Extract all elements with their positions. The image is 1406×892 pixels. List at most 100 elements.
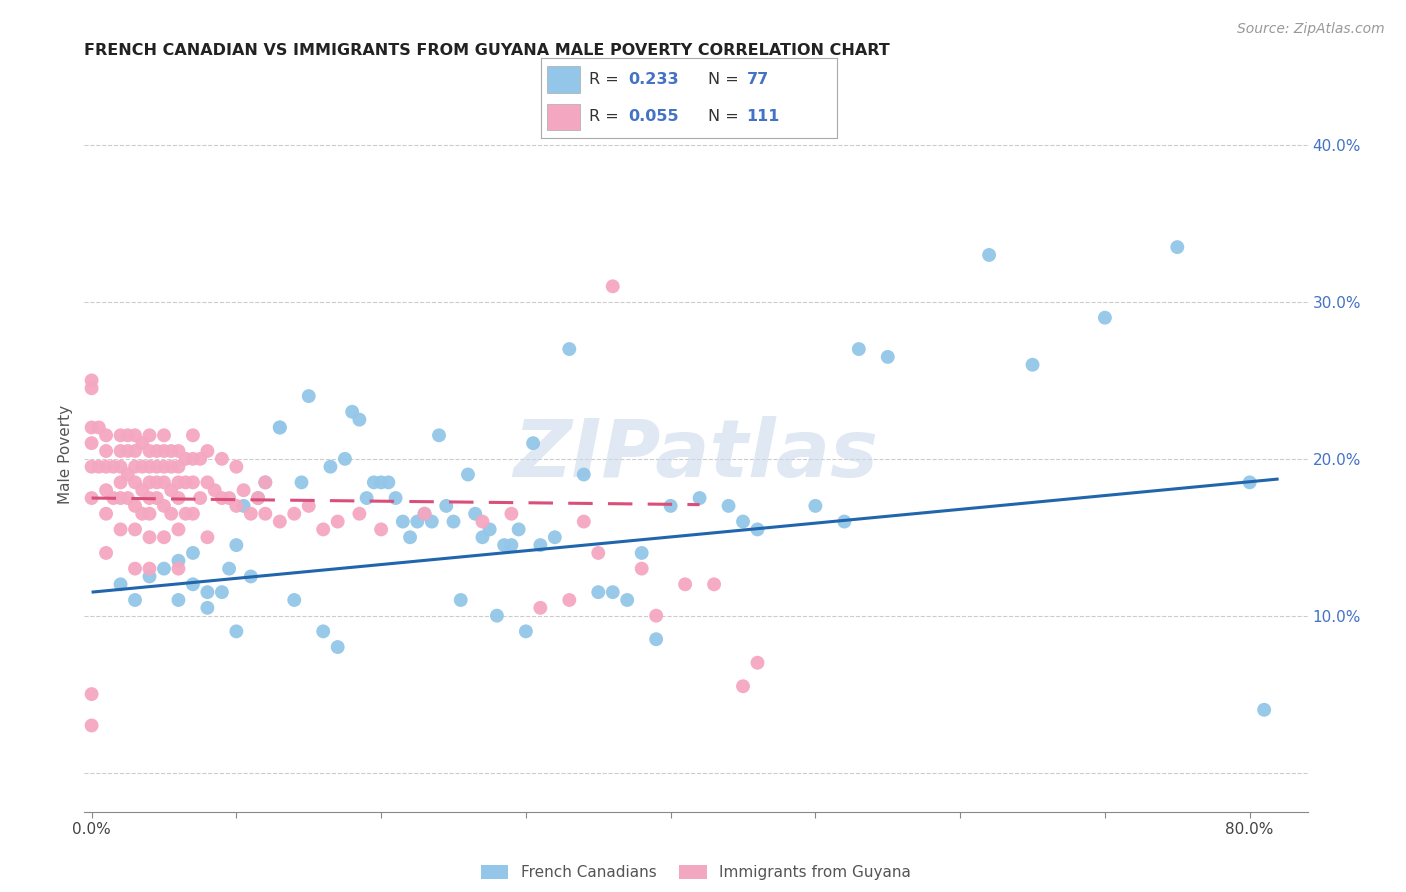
Point — [197, 530, 219, 544]
Point — [138, 561, 160, 575]
Point — [94, 459, 117, 474]
Text: FRENCH CANADIAN VS IMMIGRANTS FROM GUYANA MALE POVERTY CORRELATION CHART: FRENCH CANADIAN VS IMMIGRANTS FROM GUYAN… — [84, 43, 890, 58]
Point — [117, 428, 139, 442]
Point — [413, 507, 436, 521]
Point — [117, 444, 139, 458]
Point — [110, 475, 132, 490]
Point — [283, 507, 305, 521]
Point — [1166, 240, 1188, 254]
Point — [876, 350, 898, 364]
Point — [218, 491, 240, 505]
Point — [420, 515, 443, 529]
Text: R =: R = — [589, 110, 623, 125]
Point — [167, 444, 190, 458]
Point — [174, 451, 197, 466]
Point — [103, 459, 125, 474]
Text: N =: N = — [709, 110, 744, 125]
Point — [848, 342, 870, 356]
Point — [167, 491, 190, 505]
Point — [124, 459, 146, 474]
Point — [94, 507, 117, 521]
Point — [181, 475, 204, 490]
Point — [340, 405, 363, 419]
Point — [138, 475, 160, 490]
Point — [572, 467, 595, 482]
Point — [427, 428, 450, 442]
Point — [485, 608, 508, 623]
Point — [298, 499, 321, 513]
Text: R =: R = — [589, 71, 623, 87]
Text: ZIPatlas: ZIPatlas — [513, 416, 879, 494]
Point — [450, 593, 472, 607]
Point — [138, 491, 160, 505]
Point — [94, 444, 117, 458]
Point — [529, 600, 551, 615]
Point — [254, 475, 277, 490]
Point — [804, 499, 827, 513]
Point — [247, 491, 270, 505]
Point — [225, 538, 247, 552]
Point — [80, 420, 103, 434]
Point — [94, 428, 117, 442]
Point — [689, 491, 711, 505]
Point — [269, 515, 291, 529]
Point — [160, 483, 183, 498]
Point — [181, 577, 204, 591]
Text: 0.233: 0.233 — [628, 71, 679, 87]
Point — [747, 523, 769, 537]
Point — [110, 444, 132, 458]
Point — [124, 593, 146, 607]
Point — [471, 515, 494, 529]
Point — [1239, 475, 1261, 490]
Point — [103, 491, 125, 505]
Point — [333, 451, 356, 466]
Point — [124, 561, 146, 575]
Point — [153, 475, 176, 490]
Point — [131, 483, 153, 498]
Legend: French Canadians, Immigrants from Guyana: French Canadians, Immigrants from Guyana — [475, 858, 917, 886]
Point — [153, 444, 176, 458]
Point — [145, 444, 167, 458]
Point — [131, 436, 153, 450]
Point — [558, 342, 581, 356]
Point — [124, 475, 146, 490]
Point — [117, 467, 139, 482]
Point — [616, 593, 638, 607]
Point — [87, 420, 110, 434]
Point — [160, 459, 183, 474]
Point — [138, 507, 160, 521]
Point — [87, 459, 110, 474]
Point — [508, 523, 530, 537]
Point — [110, 523, 132, 537]
Point — [370, 523, 392, 537]
Point — [602, 585, 624, 599]
Point — [211, 491, 233, 505]
Point — [138, 428, 160, 442]
Point — [153, 499, 176, 513]
Point — [124, 444, 146, 458]
FancyBboxPatch shape — [547, 103, 579, 130]
Point — [377, 475, 399, 490]
Point — [197, 475, 219, 490]
Point — [312, 523, 335, 537]
Point — [239, 507, 262, 521]
Point — [326, 640, 349, 654]
Point — [94, 546, 117, 560]
Point — [204, 483, 226, 498]
Point — [94, 483, 117, 498]
Point — [588, 546, 610, 560]
Point — [181, 428, 204, 442]
Point — [181, 507, 204, 521]
Point — [80, 436, 103, 450]
FancyBboxPatch shape — [547, 66, 579, 93]
Point — [392, 515, 415, 529]
Point — [211, 585, 233, 599]
Point — [153, 530, 176, 544]
Point — [471, 530, 494, 544]
Point — [131, 507, 153, 521]
Point — [247, 491, 270, 505]
Point — [399, 530, 422, 544]
Point — [478, 523, 501, 537]
Point — [544, 530, 567, 544]
Point — [443, 515, 465, 529]
